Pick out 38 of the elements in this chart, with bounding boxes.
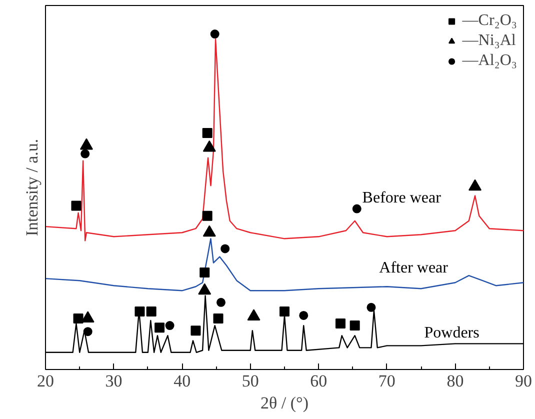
x-tick-label: 80 [446, 372, 464, 390]
x-tick-label: 60 [310, 372, 328, 390]
x-tick-label: 90 [515, 372, 532, 390]
point [165, 321, 174, 330]
point [352, 204, 362, 214]
point [154, 322, 165, 333]
annotation: After wear [379, 260, 449, 277]
x-tick-label: 40 [174, 372, 191, 390]
x-axis-title: 2θ / (°) [260, 394, 309, 412]
y-axis-title: Intensity / a.u. [22, 138, 42, 236]
x-tick-label: 70 [378, 372, 396, 390]
point [190, 326, 201, 336]
point [210, 30, 220, 39]
point [80, 149, 90, 158]
point [134, 306, 145, 316]
x-tick-label: 50 [242, 372, 259, 390]
point [280, 306, 290, 316]
legend-label: —Ni₃Al [462, 32, 516, 50]
point [220, 244, 230, 254]
annotation: Powders [424, 324, 480, 342]
x-tick-label: 20 [37, 372, 54, 390]
point [83, 327, 92, 336]
x-tick-label: 30 [105, 372, 122, 390]
point [366, 302, 376, 312]
point [299, 310, 308, 320]
point [350, 320, 360, 331]
legend-label: —Al₂O₃ [462, 52, 517, 70]
point [200, 268, 210, 278]
point [213, 314, 224, 324]
point [335, 318, 346, 329]
point [216, 298, 226, 307]
point [146, 306, 156, 316]
annotation: Before wear [362, 190, 442, 207]
point [73, 314, 84, 324]
point [202, 128, 212, 138]
point [202, 210, 212, 221]
legend-label: —Cr₂O₃ [462, 12, 517, 30]
point [71, 200, 82, 211]
